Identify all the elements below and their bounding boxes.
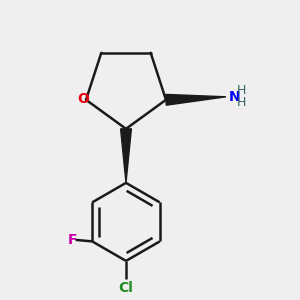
Text: O: O [78, 92, 90, 106]
Text: F: F [67, 233, 77, 247]
Text: H: H [236, 96, 246, 109]
Text: Cl: Cl [118, 281, 134, 295]
Polygon shape [121, 129, 131, 183]
Polygon shape [166, 94, 226, 105]
Text: H: H [236, 84, 246, 97]
Text: N: N [228, 90, 240, 104]
